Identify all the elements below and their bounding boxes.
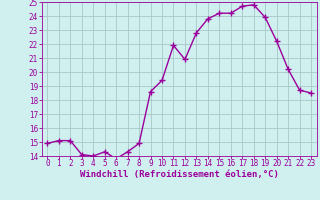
X-axis label: Windchill (Refroidissement éolien,°C): Windchill (Refroidissement éolien,°C) — [80, 170, 279, 179]
